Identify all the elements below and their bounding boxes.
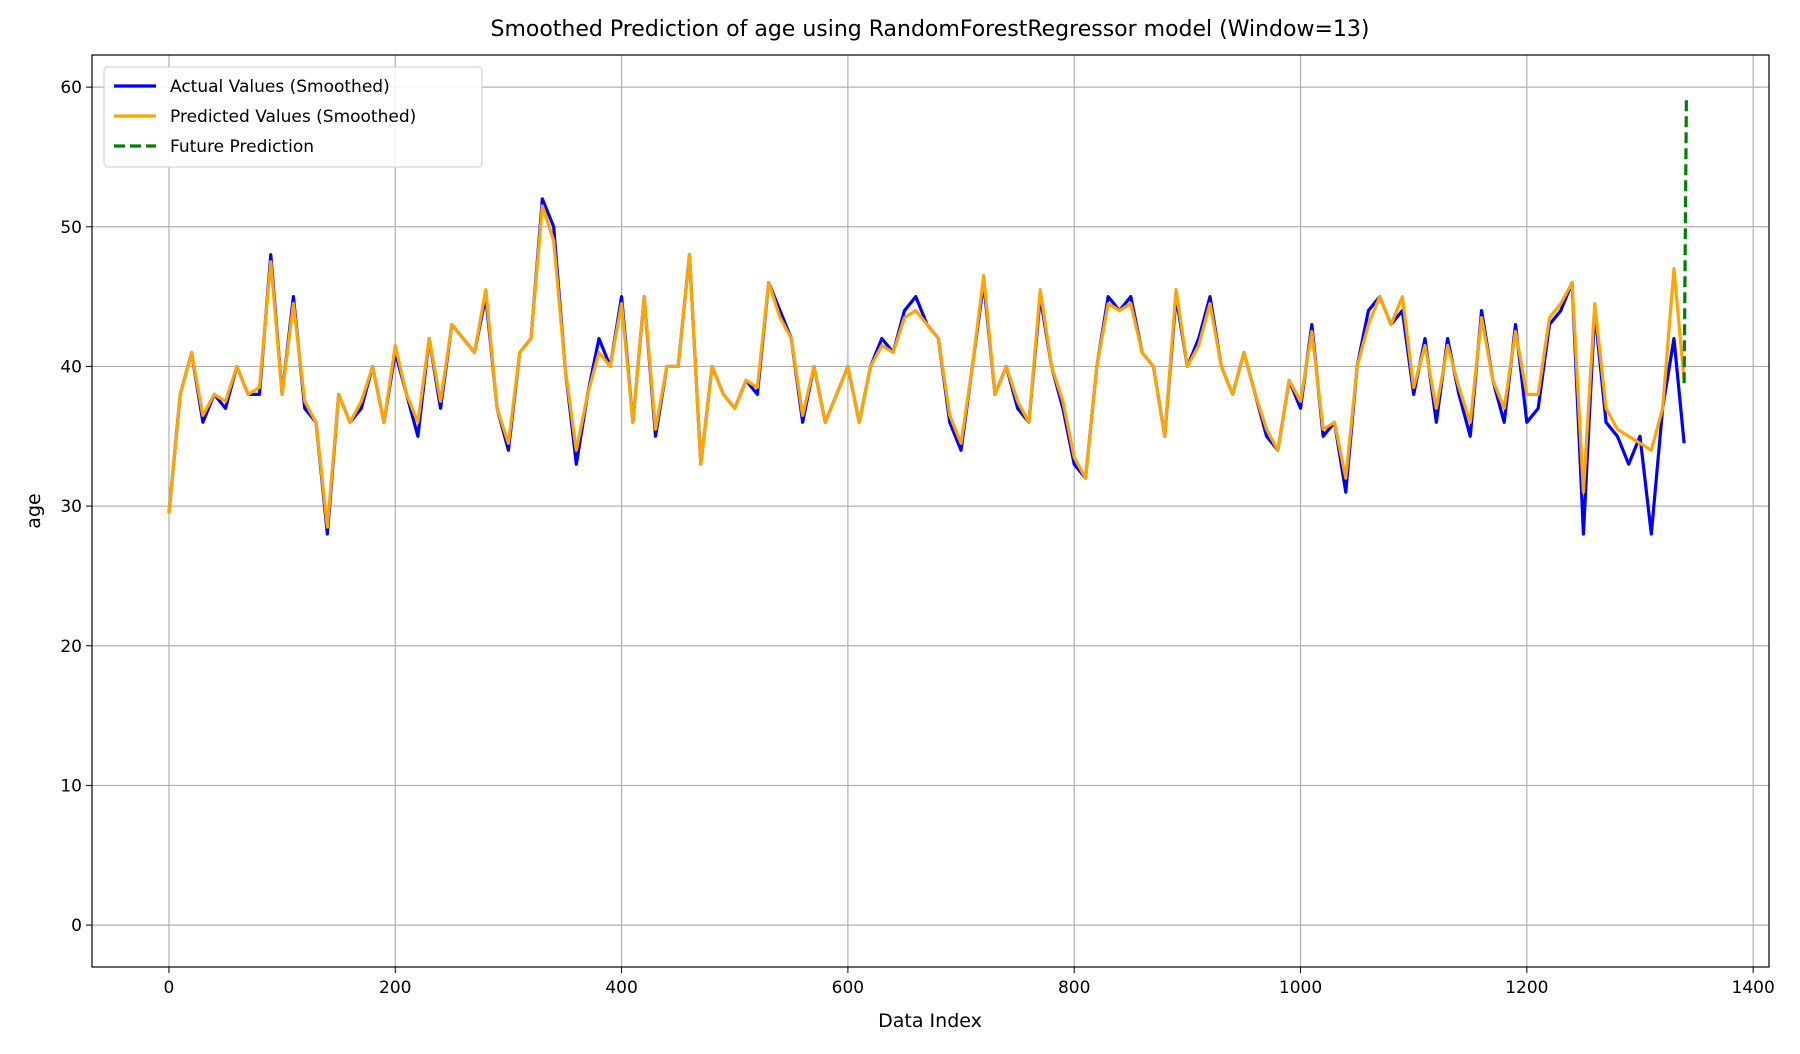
legend-label: Predicted Values (Smoothed) <box>170 107 416 127</box>
x-tick-label: 600 <box>832 978 864 998</box>
x-tick-label: 800 <box>1058 978 1090 998</box>
x-tick-label: 1000 <box>1279 978 1322 998</box>
x-tick-label: 0 <box>164 978 175 998</box>
legend-box <box>103 66 483 168</box>
x-tick-label: 1200 <box>1505 978 1548 998</box>
y-tick-label: 60 <box>60 78 82 98</box>
y-tick-label: 0 <box>71 916 82 936</box>
x-axis-label: Data Index <box>878 1010 982 1032</box>
plot-frame <box>91 54 1770 968</box>
y-tick-label: 20 <box>60 637 82 657</box>
y-tick-label: 50 <box>60 218 82 238</box>
y-axis-label: age <box>23 493 45 528</box>
series-line <box>167 204 1686 529</box>
x-tick-label: 400 <box>605 978 637 998</box>
y-tick-label: 10 <box>60 776 82 796</box>
legend-label: Actual Values (Smoothed) <box>170 77 390 97</box>
x-tick-label: 1400 <box>1732 978 1775 998</box>
legend-label: Future Prediction <box>170 137 314 157</box>
x-tick-label: 200 <box>379 978 411 998</box>
y-tick-label: 40 <box>60 357 82 377</box>
y-tick-label: 30 <box>60 497 82 517</box>
chart-title: Smoothed Prediction of age using RandomF… <box>490 17 1369 42</box>
